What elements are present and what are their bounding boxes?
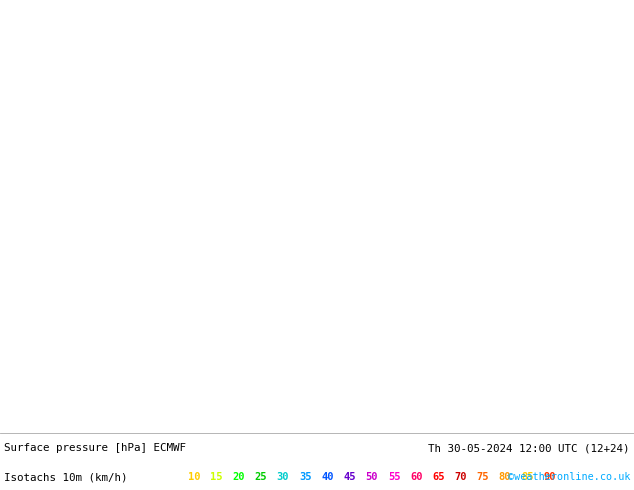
Text: 60: 60 bbox=[410, 472, 422, 482]
Text: Surface pressure [hPa] ECMWF: Surface pressure [hPa] ECMWF bbox=[4, 443, 186, 453]
Text: Th 30-05-2024 12:00 UTC (12+24): Th 30-05-2024 12:00 UTC (12+24) bbox=[429, 443, 630, 453]
Text: 30: 30 bbox=[277, 472, 289, 482]
Text: 70: 70 bbox=[455, 472, 467, 482]
Text: 40: 40 bbox=[321, 472, 333, 482]
Text: 90: 90 bbox=[543, 472, 555, 482]
Text: 55: 55 bbox=[388, 472, 400, 482]
Text: 10: 10 bbox=[188, 472, 200, 482]
Text: Isotachs 10m (km/h): Isotachs 10m (km/h) bbox=[4, 472, 127, 482]
Text: 20: 20 bbox=[233, 472, 245, 482]
Text: 45: 45 bbox=[344, 472, 356, 482]
Text: 80: 80 bbox=[499, 472, 511, 482]
Text: 75: 75 bbox=[477, 472, 489, 482]
Text: 15: 15 bbox=[210, 472, 223, 482]
Text: 25: 25 bbox=[255, 472, 267, 482]
Text: 35: 35 bbox=[299, 472, 311, 482]
Text: 65: 65 bbox=[432, 472, 444, 482]
Text: 85: 85 bbox=[521, 472, 533, 482]
Text: ©weatheronline.co.uk: ©weatheronline.co.uk bbox=[507, 472, 630, 482]
Text: 50: 50 bbox=[366, 472, 378, 482]
